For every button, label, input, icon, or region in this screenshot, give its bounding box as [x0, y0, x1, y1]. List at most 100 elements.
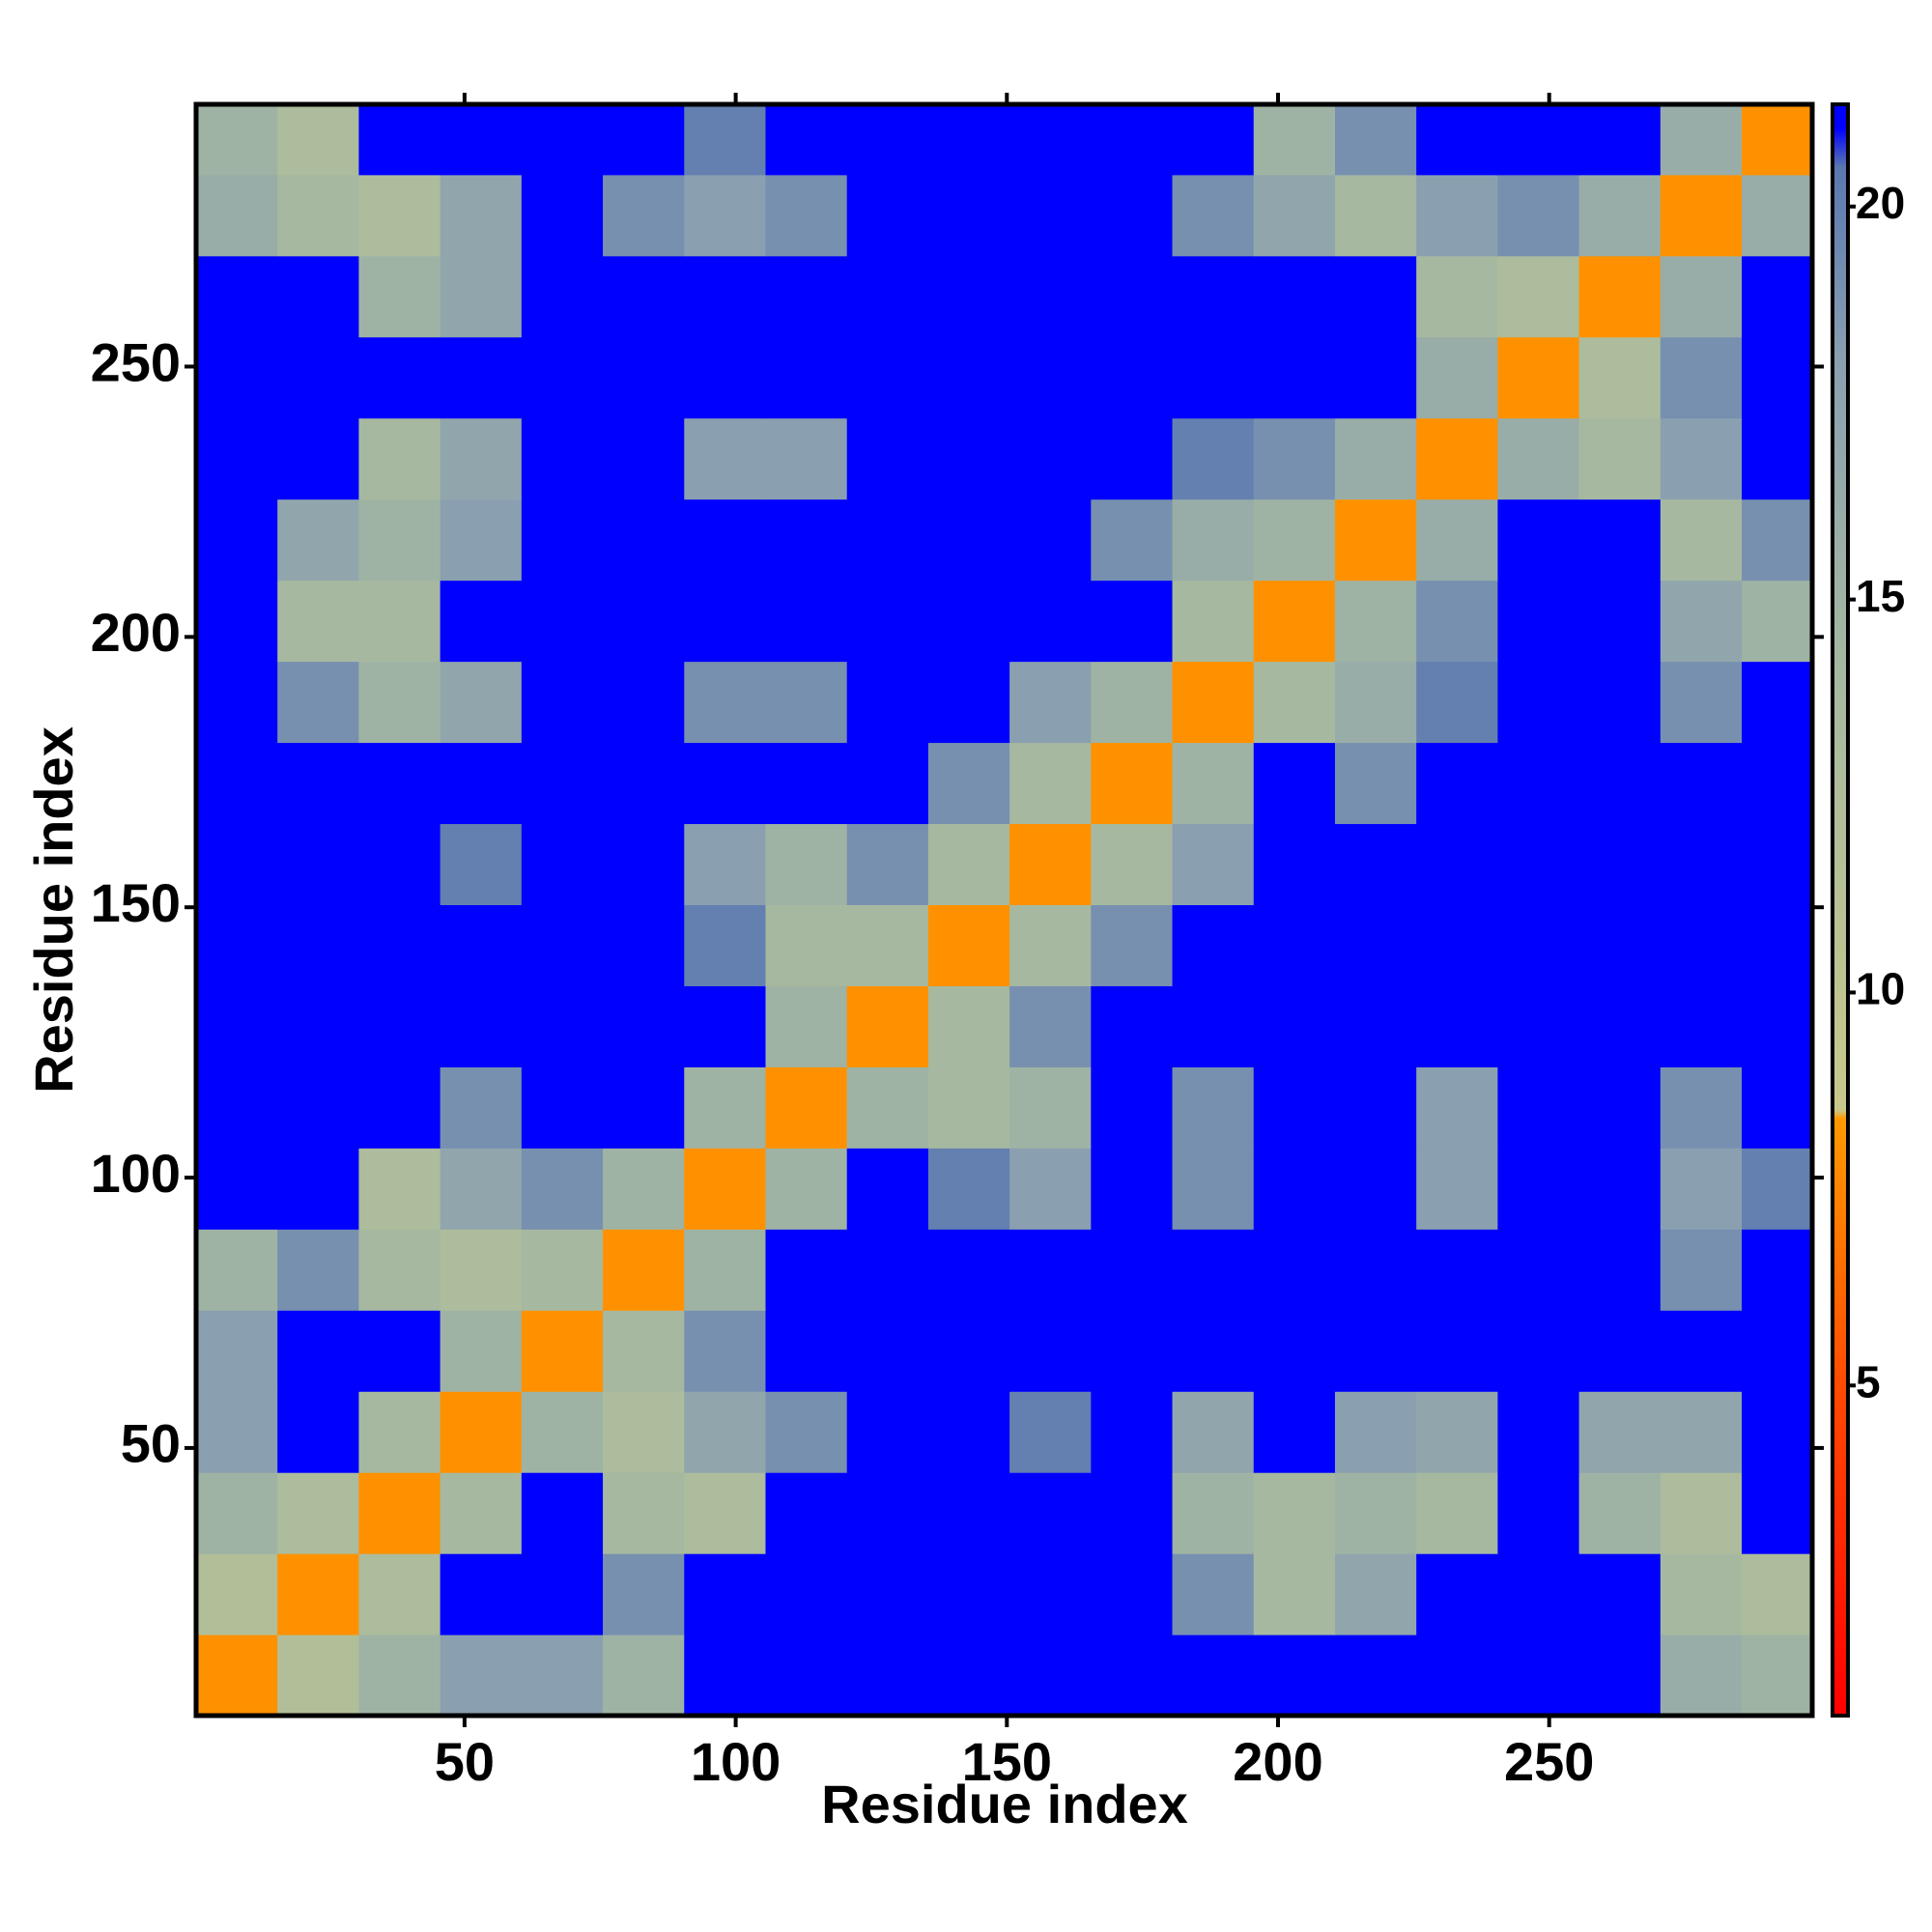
heatmap-cell	[846, 1310, 929, 1392]
heatmap-cell	[927, 1148, 1010, 1230]
heatmap-cell	[1091, 904, 1174, 986]
heatmap-cell	[1660, 661, 1743, 744]
heatmap-cell	[1742, 1553, 1813, 1635]
heatmap-cell	[358, 104, 441, 176]
heatmap-cell	[196, 823, 278, 906]
heatmap-cell	[846, 1634, 929, 1717]
heatmap-cell	[358, 498, 441, 582]
heatmap-cell	[1334, 104, 1417, 176]
heatmap-cell	[521, 1229, 604, 1311]
heatmap-cell	[1742, 1472, 1813, 1554]
plot-frame	[193, 101, 1815, 1719]
heatmap-cell	[1660, 255, 1743, 338]
heatmap-cell	[927, 498, 1010, 582]
heatmap-cell	[358, 174, 441, 257]
heatmap-cell	[1091, 985, 1174, 1067]
heatmap-cell	[521, 336, 604, 419]
heatmap-cell	[1172, 904, 1255, 986]
heatmap-cell	[846, 580, 929, 663]
heatmap-cell	[1253, 255, 1336, 338]
heatmap-cell	[358, 1148, 441, 1230]
heatmap-cell	[1660, 1472, 1743, 1554]
heatmap-cell	[927, 1229, 1010, 1311]
heatmap-cell	[1172, 255, 1255, 338]
heatmap-cell	[1334, 1634, 1417, 1717]
heatmap-cell	[1660, 1229, 1743, 1311]
heatmap-cell	[521, 174, 604, 257]
heatmap-cell	[440, 1229, 523, 1311]
heatmap-cell	[1091, 1472, 1174, 1554]
heatmap-cell	[1416, 417, 1498, 500]
heatmap-cell	[1091, 823, 1174, 906]
heatmap-cell	[1578, 1391, 1662, 1473]
heatmap-cell	[1172, 1066, 1255, 1149]
heatmap-cell	[277, 104, 360, 176]
heatmap-cell	[1660, 985, 1743, 1067]
heatmap-cell	[927, 1472, 1010, 1554]
heatmap-cell	[603, 104, 685, 176]
heatmap-cell	[1660, 823, 1743, 906]
heatmap-cell	[440, 336, 523, 419]
heatmap-cell	[277, 580, 360, 663]
heatmap-cell	[684, 1148, 767, 1230]
heatmap-cell	[358, 823, 441, 906]
heatmap-cell	[521, 985, 604, 1067]
heatmap-cell	[1578, 104, 1662, 176]
heatmap-cell	[1091, 1066, 1174, 1149]
heatmap-cell	[927, 104, 1010, 176]
heatmap-cell	[1742, 255, 1813, 338]
y-tick-label: 250	[91, 331, 181, 392]
heatmap-cell	[1578, 498, 1662, 582]
heatmap-cell	[358, 661, 441, 744]
heatmap-cell	[846, 742, 929, 825]
heatmap-cell	[1742, 985, 1813, 1067]
heatmap-cell	[440, 1553, 523, 1635]
heatmap-cell	[1742, 417, 1813, 500]
heatmap-cell	[1091, 498, 1174, 582]
x-tick-label: 150	[962, 1731, 1052, 1792]
heatmap-cell	[927, 1066, 1010, 1149]
heatmap-cell	[684, 1229, 767, 1311]
heatmap-cell	[1578, 1634, 1662, 1717]
heatmap-cell	[1660, 1148, 1743, 1230]
heatmap-cell	[196, 580, 278, 663]
heatmap-cell	[1009, 1391, 1092, 1473]
heatmap-cell	[1253, 104, 1336, 176]
heatmap-cell	[1578, 1229, 1662, 1311]
y-tick-label: 200	[91, 602, 181, 663]
heatmap-cell	[846, 904, 929, 986]
heatmap-cell	[846, 336, 929, 419]
heatmap-cell	[765, 1634, 848, 1717]
heatmap-cell	[1416, 255, 1498, 338]
heatmap-cell	[603, 1553, 685, 1635]
heatmap-cell	[927, 255, 1010, 338]
heatmap-cell	[765, 1391, 848, 1473]
heatmap-cell	[765, 823, 848, 906]
heatmap-cell	[358, 742, 441, 825]
heatmap-cell	[277, 823, 360, 906]
heatmap-cell	[1416, 661, 1498, 744]
heatmap-cell	[1253, 823, 1336, 906]
heatmap-cell	[684, 417, 767, 500]
heatmap-cell	[358, 417, 441, 500]
heatmap-cell	[765, 1553, 848, 1635]
heatmap-cell	[927, 823, 1010, 906]
heatmap-cell	[684, 1553, 767, 1635]
heatmap-cell	[1742, 498, 1813, 582]
heatmap-cell	[1009, 1229, 1092, 1311]
heatmap-cell	[196, 742, 278, 825]
heatmap-cell	[1334, 1148, 1417, 1230]
heatmap-cell	[196, 904, 278, 986]
colorbar-tick-label: 20	[1856, 178, 1905, 228]
heatmap-cell	[1253, 1391, 1336, 1473]
heatmap-cell	[196, 661, 278, 744]
heatmap-cell	[277, 1229, 360, 1311]
heatmap-cell	[684, 580, 767, 663]
heatmap-cell	[765, 255, 848, 338]
heatmap-cell	[521, 823, 604, 906]
heatmap-cell	[1497, 1391, 1580, 1473]
heatmap-cell	[521, 1310, 604, 1392]
heatmap-cell	[1497, 1066, 1580, 1149]
heatmap-cell	[1334, 823, 1417, 906]
